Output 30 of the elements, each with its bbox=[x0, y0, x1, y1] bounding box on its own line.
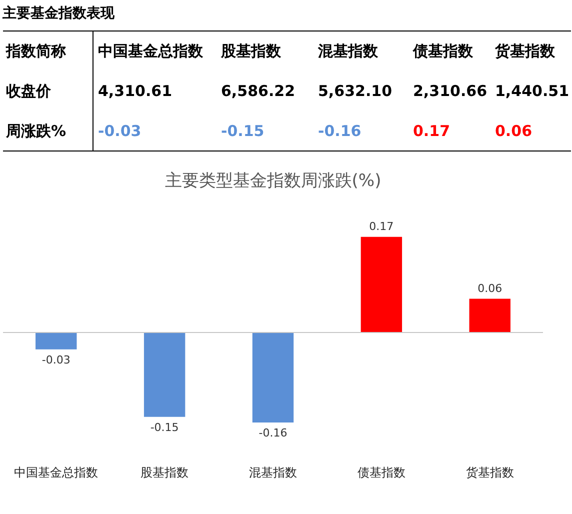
text: 周涨跌% bbox=[5, 122, 66, 140]
text: -0.15 bbox=[221, 122, 264, 140]
text: 4,310.61 bbox=[98, 82, 172, 100]
text: 0.06 bbox=[495, 122, 532, 140]
text: 中国基金总指数 bbox=[98, 42, 204, 60]
text: 收盘价 bbox=[6, 82, 52, 100]
text: 1,440.51 bbox=[495, 82, 570, 100]
text: 混基指数 bbox=[317, 42, 379, 60]
text: 5,632.10 bbox=[318, 82, 392, 100]
x-tick-label: 中国基金总指数 bbox=[14, 466, 98, 480]
text: 股基指数 bbox=[220, 42, 282, 60]
data-label: -0.15 bbox=[150, 420, 179, 434]
text: 债基指数 bbox=[412, 42, 474, 60]
data-label: 0.17 bbox=[369, 220, 394, 233]
data-label: 0.06 bbox=[478, 282, 502, 295]
x-tick-label: 货基指数 bbox=[466, 466, 514, 480]
text: -0.03 bbox=[98, 122, 142, 140]
data-label: -0.03 bbox=[42, 353, 70, 366]
text: 0.17 bbox=[413, 122, 450, 140]
text: 6,586.22 bbox=[221, 82, 296, 100]
text: -0.16 bbox=[318, 122, 362, 140]
text: 主要基金指数表现 bbox=[2, 4, 116, 22]
text: 指数简称 bbox=[5, 42, 67, 60]
chart-title: 主要类型基金指数周涨跌(%) bbox=[164, 171, 382, 191]
x-tick-label: 债基指数 bbox=[357, 466, 406, 480]
text: 2,310.66 bbox=[413, 82, 488, 100]
x-tick-label: 混基指数 bbox=[249, 466, 297, 480]
text: 货基指数 bbox=[494, 42, 556, 60]
data-label: -0.16 bbox=[258, 426, 288, 440]
x-tick-label: 股基指数 bbox=[140, 466, 189, 480]
